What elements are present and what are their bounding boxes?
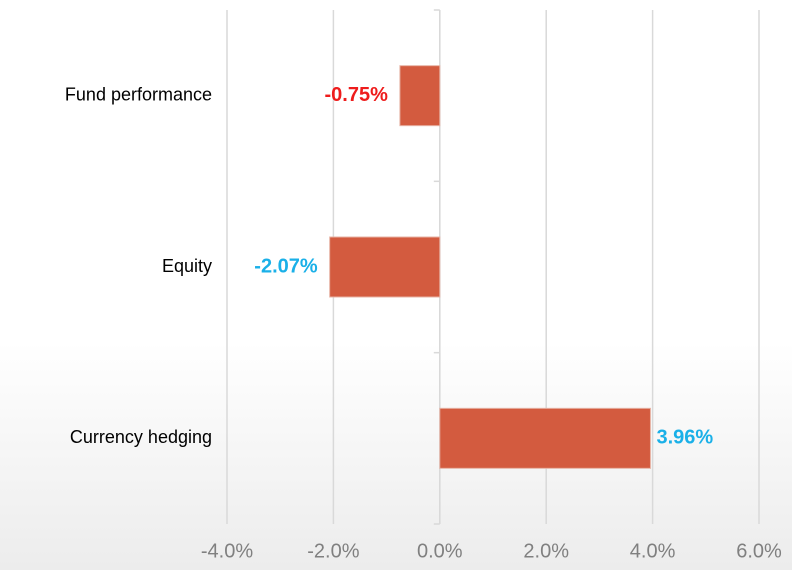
bar — [329, 236, 441, 298]
y-tick-label: Currency hedging — [70, 427, 212, 447]
x-tick-label: 0.0% — [417, 540, 463, 562]
x-tick-label: 4.0% — [630, 540, 676, 562]
value-label: 3.96% — [656, 427, 713, 449]
y-tick-label: Equity — [162, 256, 212, 276]
marks: -0.75% -2.07% 3.96% — [254, 65, 713, 469]
x-tick-label: -4.0% — [201, 540, 253, 562]
value-label: -0.75% — [325, 84, 389, 106]
x-tick-label: 2.0% — [523, 540, 569, 562]
value-label: -2.07% — [254, 255, 318, 277]
bar — [399, 65, 441, 127]
x-tick-label: 6.0% — [736, 540, 782, 562]
x-tick-label: -2.0% — [307, 540, 359, 562]
y-tick-label: Fund performance — [65, 84, 212, 104]
bar — [439, 407, 651, 469]
